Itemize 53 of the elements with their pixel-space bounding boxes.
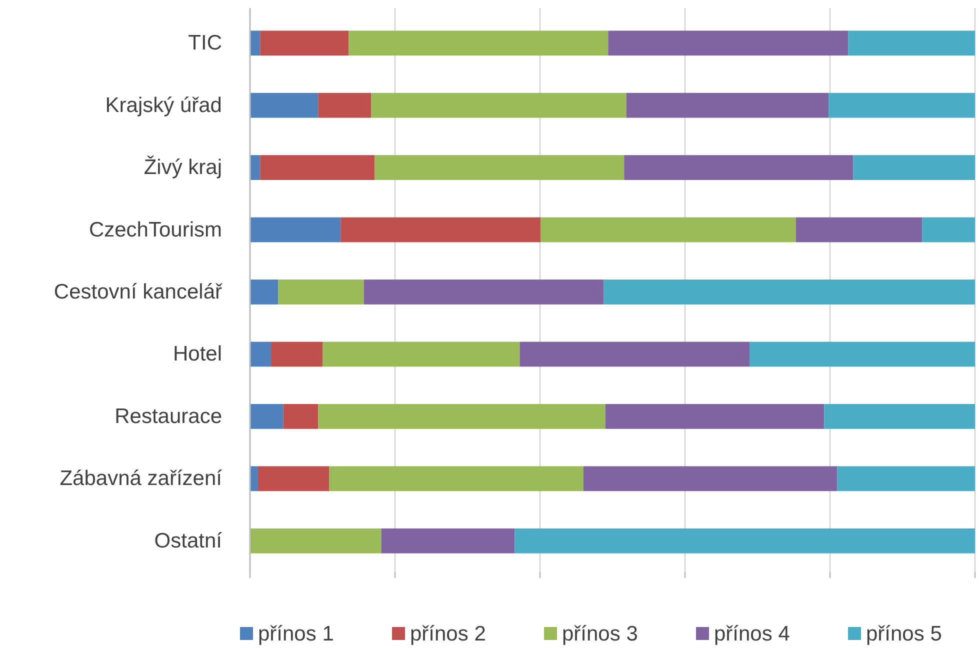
y-tick-label: Krajský úřad bbox=[105, 94, 222, 117]
bar bbox=[371, 92, 626, 118]
y-tick-label: Zábavná zařízení bbox=[60, 467, 222, 490]
bar bbox=[922, 217, 975, 242]
bar bbox=[514, 528, 975, 554]
y-tick-label: Hotel bbox=[172, 342, 222, 366]
legend-label: přínos 5 bbox=[866, 622, 942, 646]
bar bbox=[624, 155, 854, 180]
y-tick-label: Ostatní bbox=[154, 529, 222, 552]
bar bbox=[364, 280, 604, 304]
bar bbox=[796, 217, 922, 242]
y-tick-label: CzechTourism bbox=[88, 218, 222, 242]
bar bbox=[250, 342, 272, 367]
bar bbox=[250, 92, 318, 118]
legend-label: přínos 2 bbox=[410, 622, 486, 646]
legend-label: přínos 4 bbox=[714, 622, 790, 646]
bar bbox=[258, 466, 330, 492]
bar bbox=[250, 528, 382, 554]
bar bbox=[260, 30, 349, 56]
bar bbox=[250, 280, 278, 304]
bar bbox=[318, 92, 372, 118]
bar bbox=[322, 342, 520, 367]
bar bbox=[340, 217, 541, 242]
legend-label: přínos 3 bbox=[562, 622, 638, 646]
bar bbox=[283, 404, 318, 429]
y-tick-label: Restaurace bbox=[114, 404, 222, 428]
legend-label: přínos 1 bbox=[258, 622, 334, 646]
bar bbox=[828, 92, 975, 118]
bar bbox=[540, 217, 796, 242]
bar bbox=[271, 342, 322, 367]
bar bbox=[750, 342, 975, 367]
bar bbox=[605, 404, 824, 429]
bar bbox=[608, 30, 848, 56]
y-tick-label: TIC bbox=[188, 32, 222, 55]
bar bbox=[329, 466, 584, 492]
bar bbox=[318, 404, 606, 429]
bar bbox=[520, 342, 750, 367]
bar bbox=[278, 280, 364, 304]
bar bbox=[584, 466, 838, 492]
bar bbox=[260, 155, 375, 180]
bar bbox=[250, 217, 341, 242]
bar bbox=[348, 30, 608, 56]
y-tick-label: Cestovní kancelář bbox=[54, 280, 223, 304]
y-tick-label: Živý kraj bbox=[144, 155, 222, 180]
bar bbox=[853, 155, 975, 180]
bar bbox=[837, 466, 975, 492]
bar bbox=[250, 404, 284, 429]
bar bbox=[381, 528, 515, 554]
bar bbox=[824, 404, 975, 429]
bar bbox=[374, 155, 624, 180]
bar bbox=[626, 92, 829, 118]
bar bbox=[848, 30, 975, 56]
bar bbox=[604, 280, 975, 304]
